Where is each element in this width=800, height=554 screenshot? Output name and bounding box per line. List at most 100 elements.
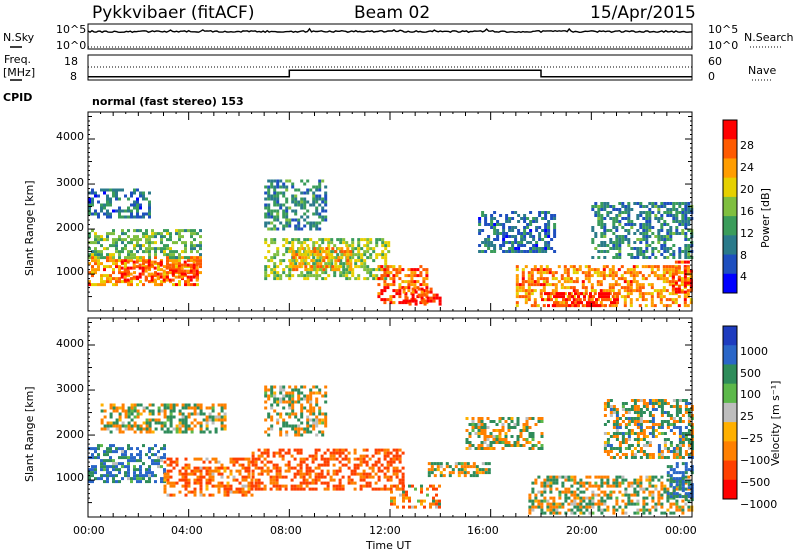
power-cell — [684, 256, 688, 259]
velocity-cell — [121, 450, 124, 454]
velocity-cell — [549, 508, 553, 512]
power-cell — [184, 283, 187, 287]
velocity-cell — [549, 505, 553, 509]
velocity-cell — [306, 418, 310, 422]
power-cell — [109, 265, 112, 269]
velocity-cell — [639, 438, 643, 441]
velocity-cell — [112, 409, 116, 413]
velocity-cell — [244, 493, 248, 497]
velocity-cell — [633, 423, 637, 426]
velocity-cell — [666, 438, 670, 441]
velocity-cell — [338, 448, 342, 452]
velocity-cell — [362, 469, 366, 473]
power-cell — [487, 241, 491, 244]
velocity-cell — [624, 502, 628, 506]
velocity-cell — [124, 415, 128, 419]
velocity-cell — [353, 481, 357, 485]
power-cell — [282, 191, 286, 195]
power-cell — [553, 301, 556, 305]
velocity-cell — [184, 481, 188, 485]
power-cell — [270, 215, 274, 219]
power-cell — [632, 280, 636, 284]
power-cell — [264, 203, 268, 207]
power-cell — [536, 283, 540, 287]
power-cell — [300, 241, 304, 245]
power-cell — [597, 244, 601, 247]
power-cell — [542, 286, 546, 290]
power-cell — [123, 275, 127, 279]
power-cell — [684, 226, 688, 229]
velocity-cell — [312, 409, 316, 413]
velocity-cell — [472, 462, 476, 466]
power-cell — [291, 244, 295, 248]
velocity-cell — [359, 487, 363, 491]
power-cell — [514, 226, 518, 229]
power-cell — [195, 266, 199, 270]
velocity-cell — [157, 421, 161, 425]
velocity-cell — [405, 496, 408, 500]
power-cell — [663, 241, 667, 244]
power-cell — [199, 271, 202, 275]
velocity-cell — [106, 450, 109, 454]
velocity-cell — [600, 508, 604, 512]
power-cell — [392, 295, 396, 299]
power-cell — [282, 268, 286, 272]
power-cell — [366, 250, 370, 254]
velocity-cell — [303, 430, 307, 434]
power-cell — [118, 238, 121, 242]
power-cell — [154, 232, 157, 236]
velocity-cell — [163, 412, 167, 416]
power-cell — [334, 259, 338, 263]
power-cell — [487, 244, 491, 247]
velocity-cell — [666, 414, 670, 417]
power-cell — [130, 194, 133, 198]
power-cell — [562, 292, 565, 296]
power-cell — [171, 269, 175, 273]
velocity-cell — [540, 505, 544, 509]
velocity-cell — [390, 499, 393, 503]
power-cell — [532, 220, 536, 223]
power-cell — [410, 280, 414, 284]
velocity-cell — [603, 405, 607, 408]
velocity-cell — [166, 427, 170, 431]
power-cell — [270, 209, 274, 213]
velocity-cell — [208, 469, 212, 473]
velocity-cell — [454, 462, 458, 466]
power-cell — [100, 274, 103, 278]
power-cell — [594, 211, 598, 214]
velocity-cell — [630, 499, 634, 503]
velocity-cell — [220, 421, 224, 425]
power-cell — [97, 265, 100, 269]
power-cell — [413, 280, 417, 284]
velocity-cell — [244, 490, 248, 494]
velocity-cell — [657, 450, 661, 453]
power-cell — [597, 208, 601, 211]
power-cell — [313, 265, 317, 269]
velocity-cell — [196, 475, 200, 479]
power-cell — [303, 224, 307, 228]
velocity-cell — [308, 487, 312, 491]
velocity-cell — [642, 487, 646, 491]
velocity-cell — [273, 394, 277, 398]
power-cell — [115, 250, 118, 254]
power-cell — [668, 271, 672, 275]
velocity-cell — [282, 418, 286, 422]
power-cell — [199, 256, 202, 260]
power-cell — [383, 301, 387, 305]
power-cell — [381, 238, 385, 242]
power-cell — [109, 197, 112, 201]
power-cell — [521, 268, 525, 272]
power-cell — [276, 215, 280, 219]
power-cell — [666, 229, 670, 232]
velocity-cell — [398, 457, 402, 461]
velocity-cell — [106, 468, 109, 472]
power-cell — [154, 247, 157, 251]
velocity-cell — [254, 481, 258, 485]
velocity-cell — [169, 403, 173, 407]
power-cell — [162, 269, 166, 273]
velocity-cell — [223, 490, 227, 494]
power-cell — [342, 238, 346, 242]
power-cell — [547, 247, 551, 250]
power-cell — [106, 232, 109, 236]
power-cell — [429, 290, 433, 294]
